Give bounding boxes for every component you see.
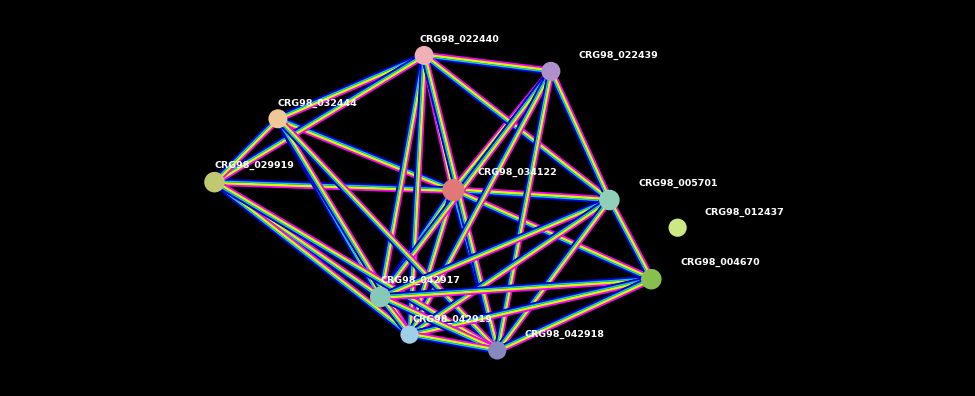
- Text: CRG98_034122: CRG98_034122: [478, 168, 558, 177]
- Text: CRG98_022439: CRG98_022439: [578, 51, 658, 60]
- Text: CRG98_032444: CRG98_032444: [278, 99, 358, 108]
- Circle shape: [488, 341, 506, 360]
- Text: CRG98_004670: CRG98_004670: [681, 258, 760, 267]
- Circle shape: [414, 46, 434, 65]
- Circle shape: [669, 219, 686, 237]
- Circle shape: [401, 326, 418, 344]
- Text: CRG98_042919: CRG98_042919: [412, 314, 492, 324]
- Text: CRG98_012437: CRG98_012437: [705, 208, 785, 217]
- Text: CRG98_022440: CRG98_022440: [419, 35, 499, 44]
- Circle shape: [443, 179, 464, 201]
- Circle shape: [204, 172, 225, 192]
- Text: CRG98_042917: CRG98_042917: [380, 276, 460, 285]
- Text: CRG98_029919: CRG98_029919: [214, 161, 294, 170]
- Text: CRG98_005701: CRG98_005701: [639, 179, 719, 188]
- Circle shape: [641, 269, 662, 289]
- Circle shape: [599, 190, 620, 210]
- Text: CRG98_042918: CRG98_042918: [525, 330, 604, 339]
- Circle shape: [370, 287, 391, 307]
- Circle shape: [541, 62, 561, 81]
- Circle shape: [268, 109, 288, 128]
